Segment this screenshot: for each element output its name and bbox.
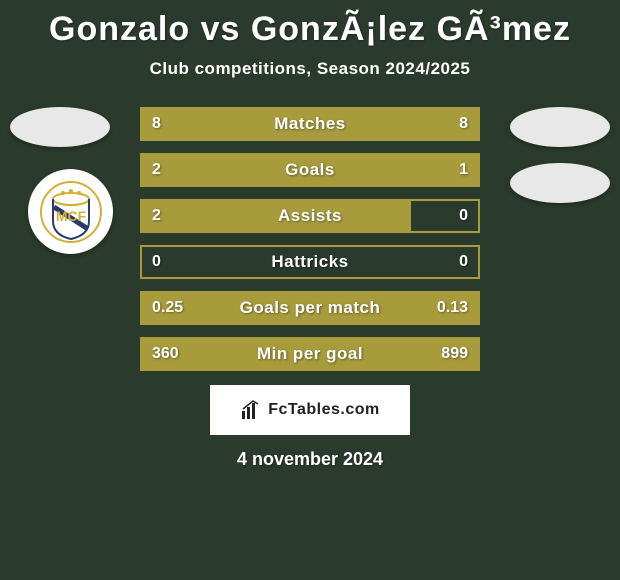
stat-value-right: 0.13 bbox=[437, 299, 468, 317]
svg-text:MCF: MCF bbox=[55, 208, 86, 224]
stat-value-right: 899 bbox=[441, 345, 468, 363]
stat-value-left: 0.25 bbox=[152, 299, 183, 317]
stat-row: 8 Matches 8 bbox=[140, 107, 480, 141]
stat-value-right: 8 bbox=[459, 115, 468, 133]
stat-fill-left bbox=[142, 201, 411, 231]
comparison-date: 4 november 2024 bbox=[0, 449, 620, 470]
stat-bars-container: 8 Matches 8 2 Goals 1 2 Assists 0 0 Hattricks 0 0.25… bbox=[140, 107, 480, 371]
stat-value-right: 0 bbox=[459, 207, 468, 225]
fctables-logo: FcTables.com bbox=[210, 385, 410, 435]
stat-row: 2 Assists 0 bbox=[140, 199, 480, 233]
stat-value-left: 0 bbox=[152, 253, 161, 271]
fctables-chart-icon bbox=[240, 399, 262, 421]
comparison-content: MCF 8Matches82Goals12Assists00Hattricks0… bbox=[0, 107, 620, 470]
stat-row: 0 Hattricks 0 bbox=[140, 245, 480, 279]
stat-value-left: 8 bbox=[152, 115, 161, 133]
stat-label: Assists bbox=[278, 206, 342, 226]
stat-value-left: 360 bbox=[152, 345, 179, 363]
stat-label: Goals bbox=[285, 160, 335, 180]
stat-label: Hattricks bbox=[271, 252, 348, 272]
stat-value-right: 1 bbox=[459, 161, 468, 179]
stat-label: Matches bbox=[274, 114, 346, 134]
stat-row: 2 Goals 1 bbox=[140, 153, 480, 187]
real-madrid-crest-icon: MCF bbox=[40, 181, 102, 243]
page-title: Gonzalo vs GonzÃ¡lez GÃ³mez bbox=[0, 0, 620, 49]
fctables-logo-text: FcTables.com bbox=[268, 401, 380, 419]
stat-label: Min per goal bbox=[257, 344, 363, 364]
club-logo-left: MCF bbox=[28, 169, 113, 254]
page-subtitle: Club competitions, Season 2024/2025 bbox=[0, 59, 620, 79]
stat-row: 0.25 Goals per match 0.13 bbox=[140, 291, 480, 325]
stat-value-left: 2 bbox=[152, 161, 161, 179]
stat-value-left: 2 bbox=[152, 207, 161, 225]
stat-value-right: 0 bbox=[459, 253, 468, 271]
player-right-avatar-2 bbox=[510, 163, 610, 203]
stat-label: Goals per match bbox=[240, 298, 381, 318]
player-left-avatar bbox=[10, 107, 110, 147]
player-right-avatar-1 bbox=[510, 107, 610, 147]
stat-row: 360 Min per goal 899 bbox=[140, 337, 480, 371]
